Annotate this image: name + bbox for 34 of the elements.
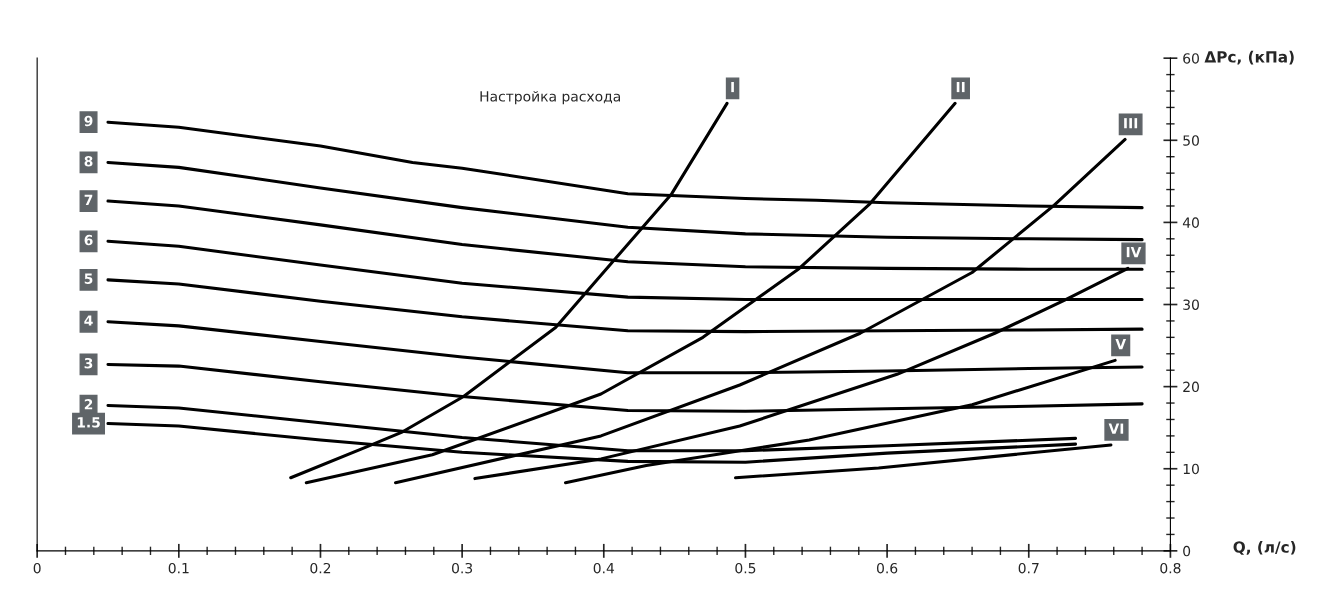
x-tick-label: 0.6: [876, 562, 898, 574]
x-tick-label: 0.4: [593, 562, 615, 574]
x-tick-label: 0.1: [168, 562, 189, 574]
x-tick-label: 0.7: [1018, 562, 1039, 574]
x-tick-label: 0.5: [735, 562, 756, 574]
x-tick-label: 0.3: [452, 562, 473, 574]
series-label: 2: [84, 399, 93, 410]
series-label: 8: [84, 155, 93, 167]
y-tick-label: 20: [1183, 381, 1199, 393]
x-tick-label: 0: [33, 562, 41, 574]
x-axis-title: Q, (л/с): [1233, 541, 1296, 555]
x-tick-label: 0.8: [1160, 562, 1181, 574]
series-label: 4: [84, 315, 93, 326]
y-tick-label: 10: [1183, 463, 1199, 475]
series-label: 9: [84, 115, 93, 127]
series-label: 5: [84, 273, 93, 284]
y-tick-label: 50: [1183, 135, 1199, 146]
series-label: III: [1124, 118, 1138, 129]
y-tick-label: 30: [1183, 299, 1199, 310]
y-tick-label: 0: [1183, 545, 1191, 557]
y-tick-label: 40: [1182, 217, 1199, 228]
series-label: VI: [1108, 423, 1124, 434]
annotation: Настройка расхода: [480, 90, 620, 105]
series-label: V: [1115, 339, 1127, 350]
series-label: 1.5: [77, 417, 100, 428]
series-label: 3: [84, 357, 93, 369]
y-axis-title: ΔPc, (кПа): [1204, 50, 1294, 65]
series-label: 6: [84, 234, 93, 246]
series-label: IV: [1126, 247, 1142, 258]
series-label: II: [956, 81, 965, 93]
y-tick-label: 60: [1183, 53, 1199, 64]
series-label: 7: [84, 194, 93, 205]
x-tick-label: 0.2: [310, 562, 331, 574]
series-label: I: [731, 81, 734, 93]
